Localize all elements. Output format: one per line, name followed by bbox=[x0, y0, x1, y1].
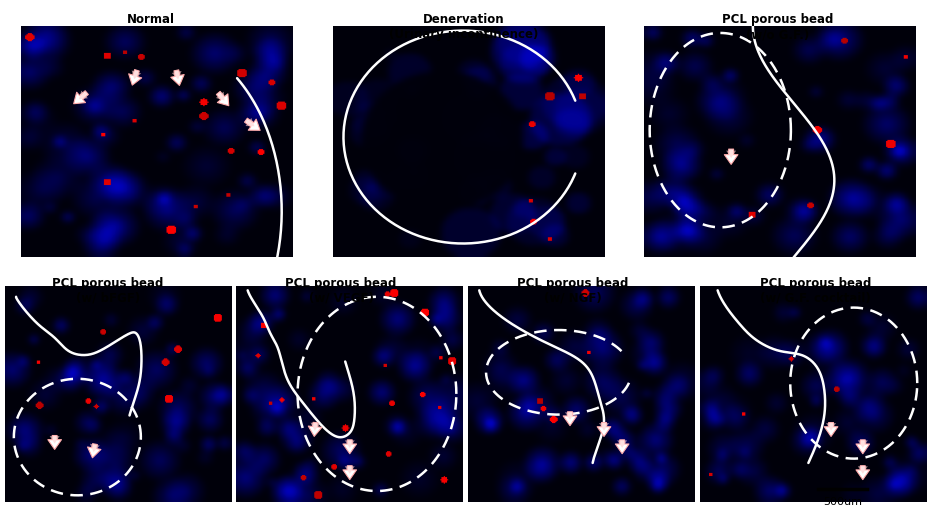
Text: Denervation
(Urinary incontinence): Denervation (Urinary incontinence) bbox=[389, 13, 538, 41]
Text: 500um: 500um bbox=[823, 497, 861, 506]
Text: Normal: Normal bbox=[127, 13, 174, 26]
Text: PCL porous bead
(w/ G.F. cocktail): PCL porous bead (w/ G.F. cocktail) bbox=[760, 277, 870, 305]
Text: PCL porous bead
(w/ bFGF): PCL porous bead (w/ bFGF) bbox=[52, 277, 163, 305]
Text: PCL porous bead
(w/o G.F.): PCL porous bead (w/o G.F.) bbox=[722, 13, 832, 41]
Text: PCL porous bead
(w/ VEGF): PCL porous bead (w/ VEGF) bbox=[286, 277, 396, 305]
Text: PCL porous bead
(w/ NGF): PCL porous bead (w/ NGF) bbox=[517, 277, 627, 305]
